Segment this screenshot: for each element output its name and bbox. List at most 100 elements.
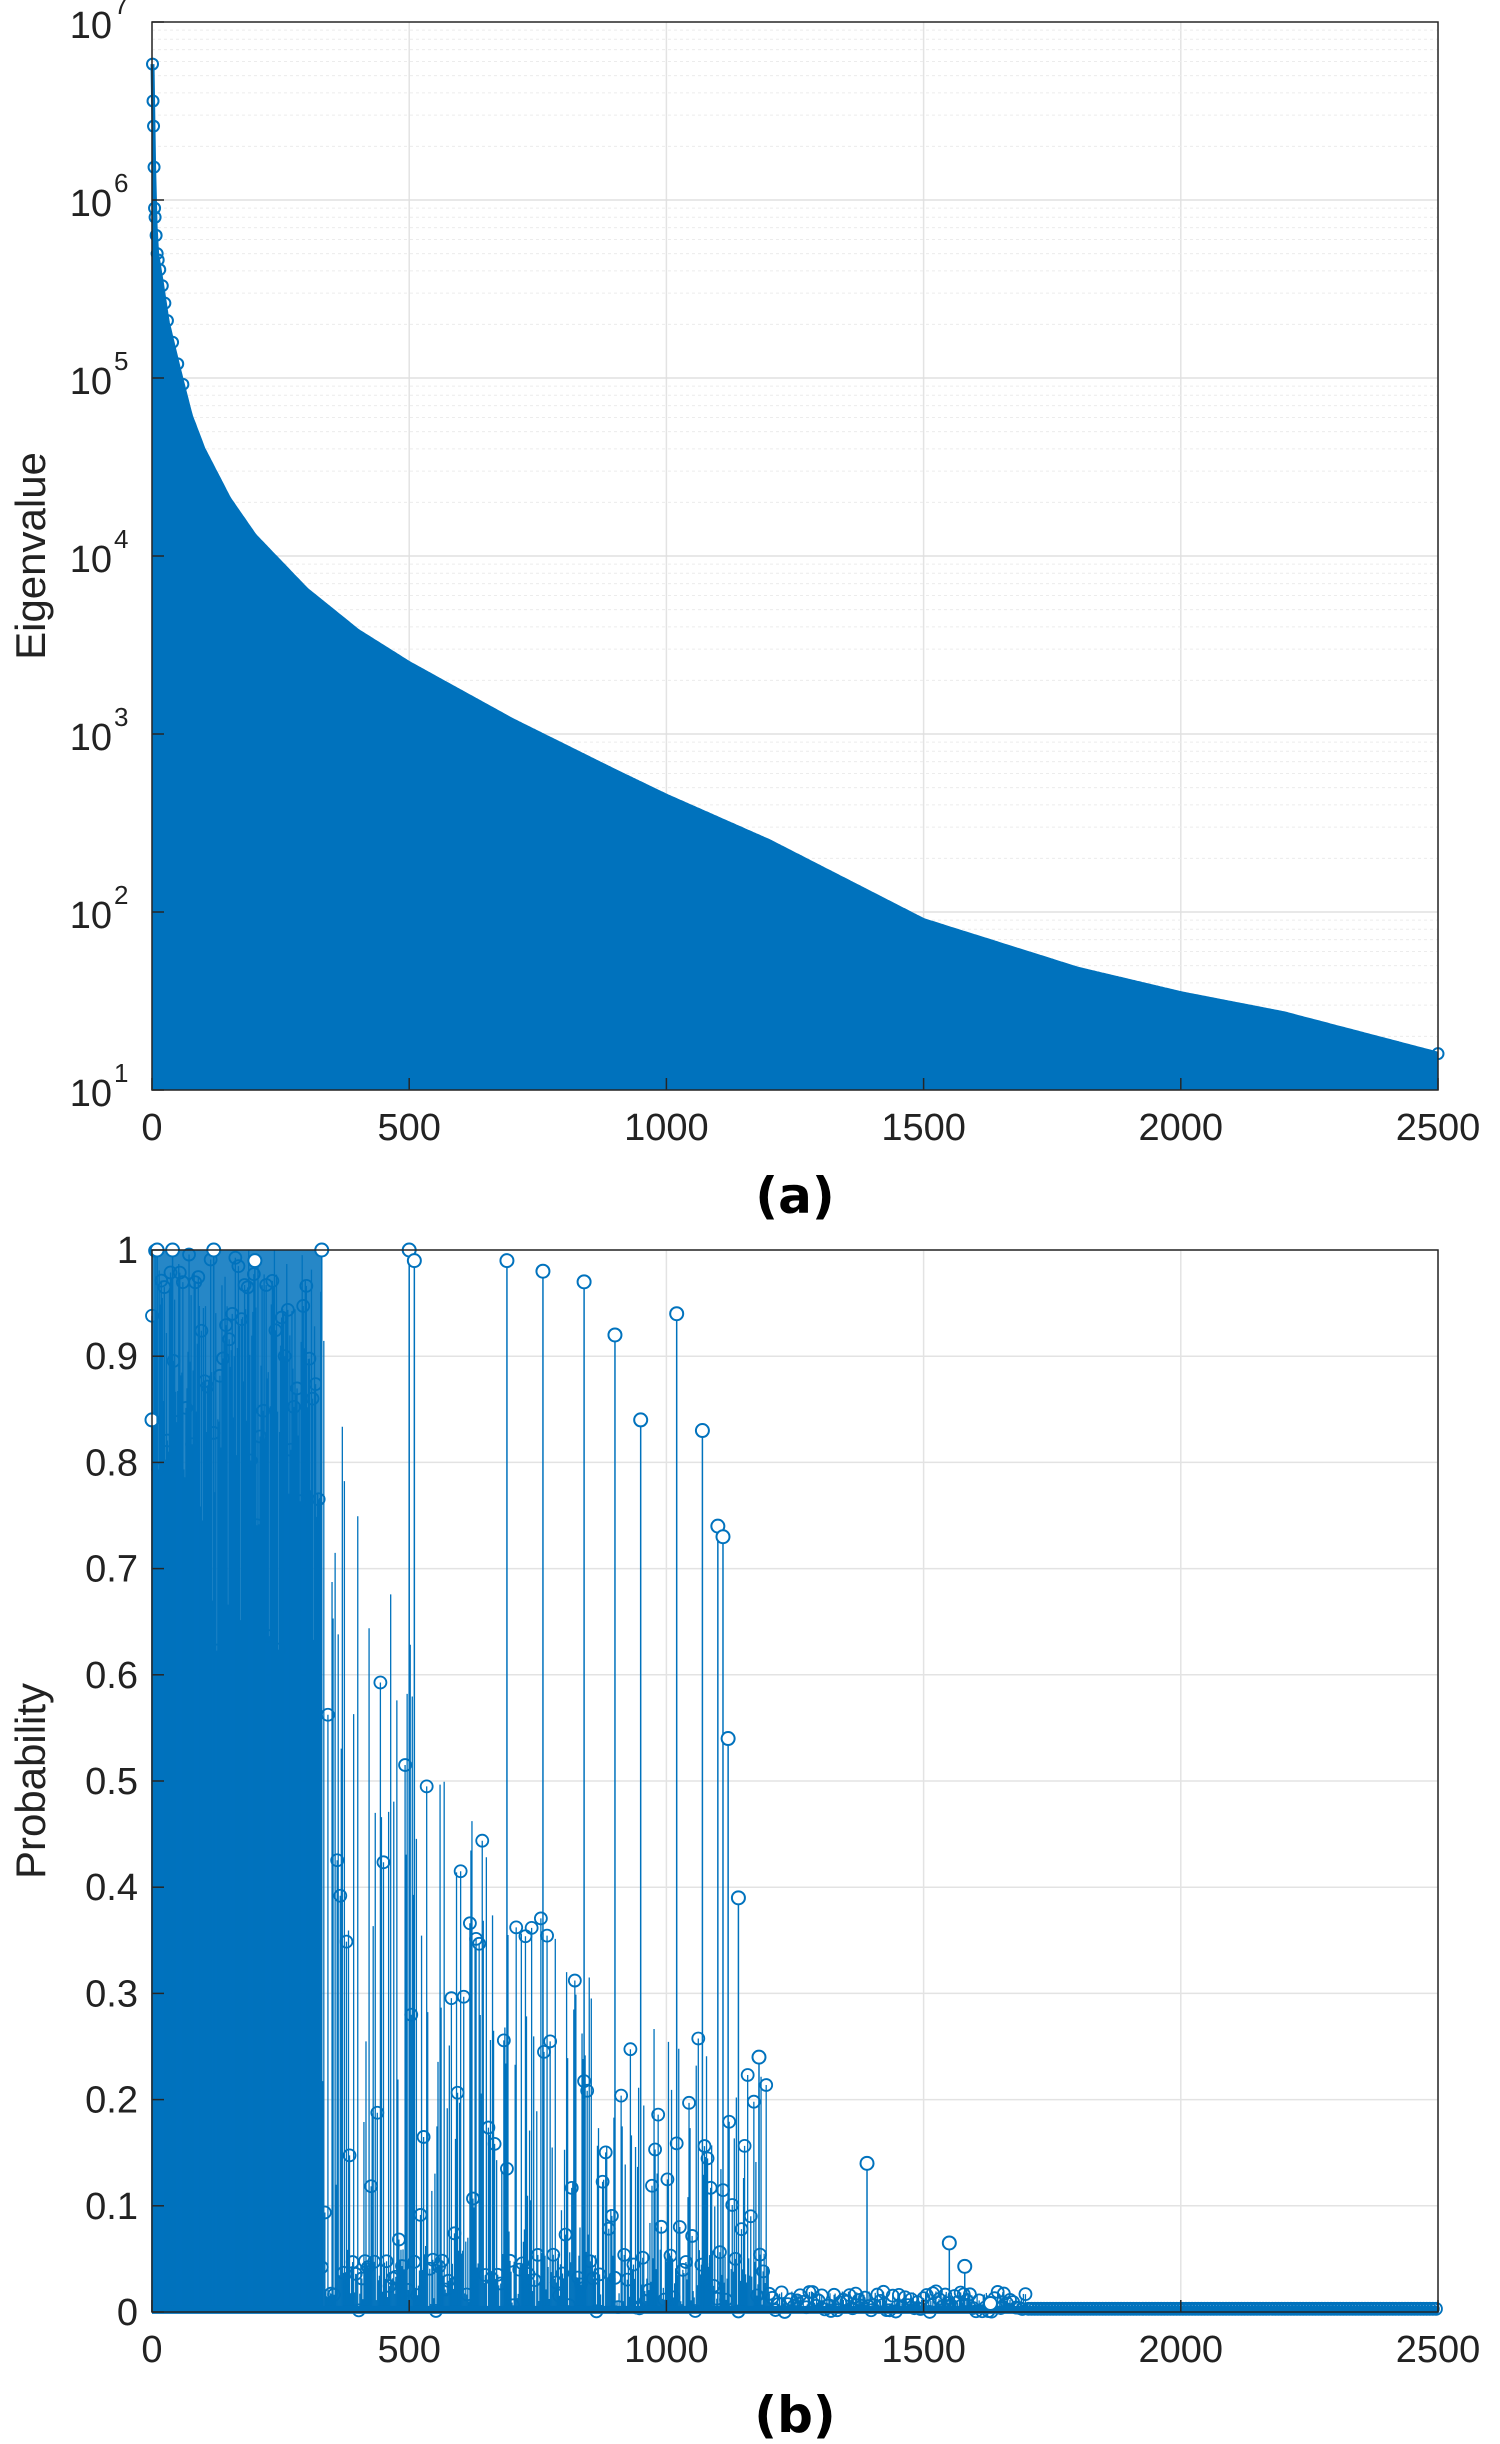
data-marker [592, 2267, 607, 2282]
data-marker [537, 2044, 551, 2059]
data-marker [929, 2284, 943, 2299]
data-marker [730, 1890, 746, 1906]
data-marker [395, 2259, 409, 2273]
data-marker [756, 2264, 771, 2279]
y-tick-label: 0.5 [85, 1761, 138, 1803]
data-marker [564, 2180, 579, 2195]
data-marker [533, 1911, 548, 1926]
data-marker [546, 2247, 561, 2262]
y-tick-label: 0 [117, 2292, 138, 2334]
data-marker [453, 1864, 468, 1879]
data-marker [509, 1920, 524, 1935]
x-tick-label: 500 [377, 2329, 440, 2371]
data-marker [530, 2248, 545, 2262]
data-marker [669, 1306, 685, 1322]
data-marker [604, 2208, 619, 2223]
data-marker [626, 2257, 641, 2272]
data-marker [982, 2296, 998, 2312]
data-marker [1018, 2287, 1033, 2302]
data-marker [598, 2145, 613, 2160]
data-marker [376, 1855, 391, 1870]
data-marker [938, 2287, 953, 2302]
data-marker [740, 2068, 755, 2082]
data-marker [416, 2130, 431, 2144]
y-axis-title: Probability [7, 1683, 54, 1879]
data-marker [330, 1853, 345, 1868]
x-tick-label: 1000 [624, 1107, 709, 1149]
data-marker [642, 2283, 656, 2297]
data-marker [697, 2139, 712, 2153]
data-marker [651, 2107, 666, 2122]
data-series [144, 1242, 1443, 2319]
data-marker [617, 2247, 632, 2262]
data-marker [527, 2273, 542, 2288]
data-marker [370, 2105, 385, 2120]
data-marker [720, 1731, 736, 1747]
y-tick-exponent: 5 [114, 346, 128, 376]
y-tick-label: 1 [117, 1230, 138, 1272]
data-marker [751, 2049, 767, 2065]
data-marker [567, 1973, 582, 1988]
data-marker [339, 1934, 354, 1949]
data-marker [648, 2142, 662, 2157]
data-series [146, 57, 1445, 1091]
x-tick-label: 1500 [881, 2329, 966, 2371]
data-marker [555, 2266, 570, 2281]
data-marker [487, 2136, 502, 2151]
data-marker [898, 2290, 912, 2305]
data-marker [419, 1779, 434, 1794]
data-marker [858, 2290, 872, 2305]
data-marker [607, 1327, 623, 1343]
data-marker [623, 2042, 638, 2057]
x-tick-label: 2000 [1139, 2329, 1224, 2371]
data-marker [679, 2255, 693, 2269]
y-tick-label: 10 [70, 539, 112, 581]
data-marker [706, 2278, 721, 2293]
y-tick-label: 0.9 [85, 1336, 138, 1378]
data-marker [793, 2288, 808, 2303]
y-tick-label: 10 [70, 1073, 112, 1115]
y-tick-exponent: 3 [114, 702, 128, 732]
data-marker [535, 1263, 551, 1279]
x-tick-label: 2500 [1396, 2329, 1481, 2371]
data-marker [496, 2033, 511, 2048]
x-tick-label: 0 [141, 1107, 162, 1149]
data-marker [247, 1253, 263, 1269]
data-marker [398, 1758, 412, 1772]
data-marker [672, 2220, 687, 2234]
x-tick-label: 1500 [881, 1107, 966, 1149]
y-tick-exponent: 2 [114, 880, 128, 910]
data-marker [876, 2284, 891, 2299]
data-marker [406, 1253, 422, 1269]
data-marker [712, 2245, 727, 2260]
y-tick-label: 0.8 [85, 1442, 138, 1484]
data-marker [552, 2288, 567, 2303]
x-tick-label: 500 [377, 1107, 440, 1149]
y-tick-label: 10 [70, 183, 112, 225]
data-marker [354, 2271, 369, 2286]
data-marker [654, 2219, 669, 2234]
data-marker [382, 2279, 397, 2293]
data-marker [524, 1920, 539, 1935]
data-marker [481, 2120, 496, 2135]
data-marker [441, 2273, 456, 2288]
data-marker [774, 2285, 789, 2300]
x-tick-label: 0 [141, 2329, 162, 2371]
data-marker [660, 2172, 675, 2187]
envelope-line [150, 64, 1439, 1056]
y-tick-label: 0.6 [85, 1655, 138, 1697]
data-marker [472, 1936, 487, 1951]
data-marker [694, 2257, 709, 2272]
data-marker [700, 2151, 715, 2166]
data-marker [633, 1412, 649, 1428]
data-marker [404, 2007, 419, 2022]
data-marker [645, 2178, 659, 2193]
data-marker [759, 2078, 774, 2092]
data-marker [450, 2085, 465, 2100]
y-tick-label: 0.4 [85, 1867, 138, 1909]
data-marker [410, 2288, 425, 2303]
data-marker [635, 2250, 650, 2265]
data-marker [694, 1423, 710, 1439]
data-marker [595, 2174, 610, 2189]
